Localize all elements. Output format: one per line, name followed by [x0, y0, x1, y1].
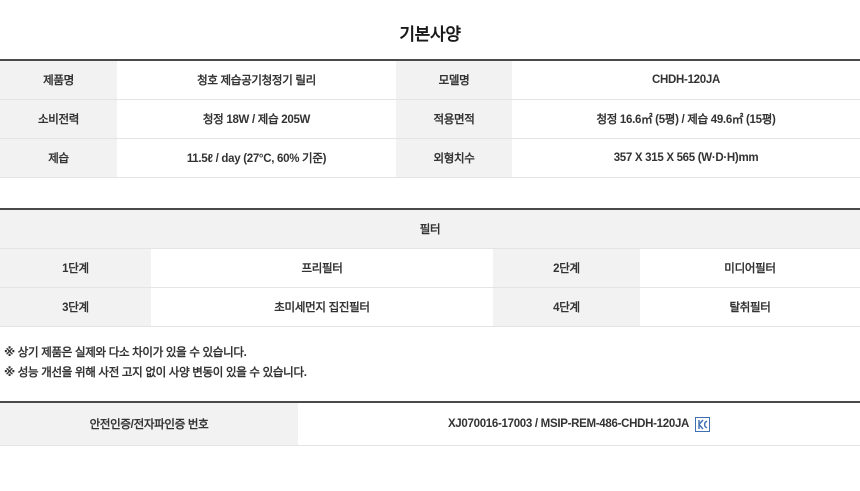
spec-value-model-name: CHDH-120JA	[512, 59, 860, 100]
filter-spec-table: 필터 1단계 프리필터 2단계 미디어필터 3단계 초미세먼지 집진필터 4단계…	[0, 207, 860, 327]
certification-value-cell: XJ070016-17003 / MSIP-REM-486-CHDH-120JA	[298, 401, 860, 446]
filter-stage-4-label: 4단계	[493, 286, 640, 327]
certification-label: 안전인증/전자파인증 번호	[0, 401, 298, 446]
filter-stage-1-label: 1단계	[0, 247, 151, 288]
certification-table: 안전인증/전자파인증 번호 XJ070016-17003 / MSIP-REM-…	[0, 400, 860, 446]
table-row: 안전인증/전자파인증 번호 XJ070016-17003 / MSIP-REM-…	[0, 401, 860, 446]
spec-label-model-name: 모델명	[396, 59, 512, 100]
filter-spec-section: 필터 1단계 프리필터 2단계 미디어필터 3단계 초미세먼지 집진필터 4단계…	[0, 207, 860, 327]
note-line-2: ※ 성능 개선을 위해 사전 고지 없이 사양 변동이 있을 수 있습니다.	[4, 366, 307, 379]
spec-label-coverage-area: 적용면적	[396, 98, 512, 139]
table-row: 제품명 청호 제습공기청정기 릴리 모델명 CHDH-120JA	[0, 59, 860, 100]
spec-page: 기본사양 제품명 청호 제습공기청정기 릴리 모델명 CHDH-120JA 소비…	[0, 11, 860, 491]
spec-label-product-name: 제품명	[0, 59, 117, 100]
basic-spec-section: 제품명 청호 제습공기청정기 릴리 모델명 CHDH-120JA 소비전력 청정…	[0, 58, 860, 178]
spec-value-product-name: 청호 제습공기청정기 릴리	[117, 59, 396, 100]
filter-stage-3-label: 3단계	[0, 286, 151, 327]
table-row: 소비전력 청정 18W / 제습 205W 적용면적 청정 16.6㎡ (5평)…	[0, 98, 860, 139]
filter-stage-2-label: 2단계	[493, 247, 640, 288]
kc-certification-mark-icon	[695, 417, 711, 433]
spec-value-coverage-area: 청정 16.6㎡ (5평) / 제습 49.6㎡ (15평)	[512, 98, 860, 139]
filter-header-row: 필터	[0, 208, 860, 249]
spec-value-power-consumption: 청정 18W / 제습 205W	[117, 98, 396, 139]
page-title: 기본사양	[399, 25, 461, 45]
spec-value-dehumidification: 11.5ℓ / day (27°C, 60% 기준)	[117, 137, 396, 178]
spec-label-dimensions: 외형치수	[396, 137, 512, 178]
filter-stage-2-value: 미디어필터	[640, 247, 860, 288]
note-line-1: ※ 상기 제품은 실제와 다소 차이가 있을 수 있습니다.	[4, 346, 247, 359]
table-row: 3단계 초미세먼지 집진필터 4단계 탈취필터	[0, 286, 860, 327]
spec-value-dimensions: 357 X 315 X 565 (W·D·H)mm	[512, 137, 860, 178]
filter-table-header: 필터	[0, 208, 860, 249]
filter-stage-4-value: 탈취필터	[640, 286, 860, 327]
table-row: 1단계 프리필터 2단계 미디어필터	[0, 247, 860, 288]
spec-label-dehumidification: 제습	[0, 137, 117, 178]
filter-stage-3-value: 초미세먼지 집진필터	[151, 286, 493, 327]
certification-number: XJ070016-17003 / MSIP-REM-486-CHDH-120JA	[447, 417, 690, 430]
disclaimer-notes: ※ 상기 제품은 실제와 다소 차이가 있을 수 있습니다. ※ 성능 개선을 …	[0, 343, 860, 383]
basic-spec-table: 제품명 청호 제습공기청정기 릴리 모델명 CHDH-120JA 소비전력 청정…	[0, 58, 860, 178]
filter-stage-1-value: 프리필터	[151, 247, 493, 288]
certification-section: 안전인증/전자파인증 번호 XJ070016-17003 / MSIP-REM-…	[0, 400, 860, 446]
certification-value-group: XJ070016-17003 / MSIP-REM-486-CHDH-120JA	[447, 416, 711, 433]
spec-label-power-consumption: 소비전력	[0, 98, 117, 139]
table-row: 제습 11.5ℓ / day (27°C, 60% 기준) 외형치수 357 X…	[0, 137, 860, 178]
